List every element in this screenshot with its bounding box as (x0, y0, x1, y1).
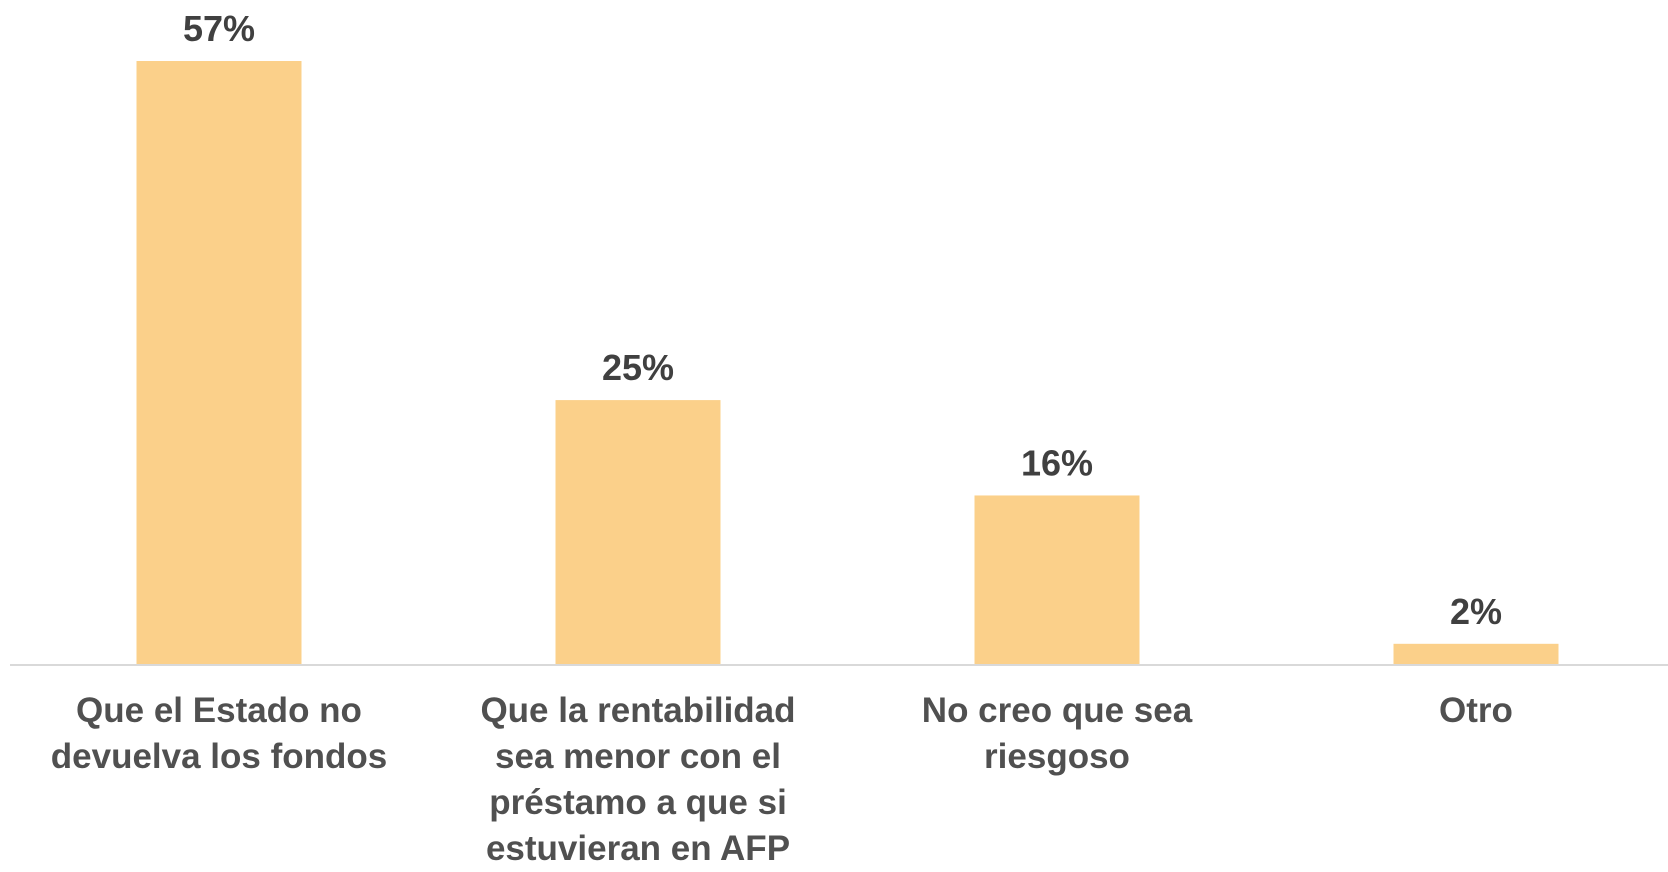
category-label-line: Otro (1439, 691, 1513, 730)
bar-3 (974, 495, 1140, 665)
value-label-1: 57% (183, 8, 255, 49)
category-label-1: Que el Estado no devuelva los fondos (19, 688, 419, 780)
category-label-line: préstamo a que si (489, 783, 787, 822)
bar-1 (136, 61, 302, 665)
bar-2 (555, 400, 721, 665)
category-label-line: Que la rentabilidad (480, 691, 796, 730)
category-label-line: sea menor con el (495, 737, 781, 776)
value-label-4: 2% (1450, 591, 1502, 632)
category-label-line: devuelva los fondos (50, 737, 388, 776)
value-label-2: 25% (602, 347, 674, 388)
bar-4 (1393, 643, 1559, 665)
category-label-4: Otro (1276, 688, 1668, 734)
category-label-line: estuvieran en AFP (485, 829, 791, 868)
category-label-3: No creo que sea riesgoso (857, 688, 1257, 780)
value-label-3: 16% (1021, 442, 1093, 483)
category-label-line: No creo que sea (921, 691, 1193, 730)
category-label-2: Que la rentabilidad sea menor con el prést… (438, 688, 838, 872)
category-label-line: Que el Estado no (76, 691, 362, 730)
category-label-line: riesgoso (984, 737, 1130, 776)
